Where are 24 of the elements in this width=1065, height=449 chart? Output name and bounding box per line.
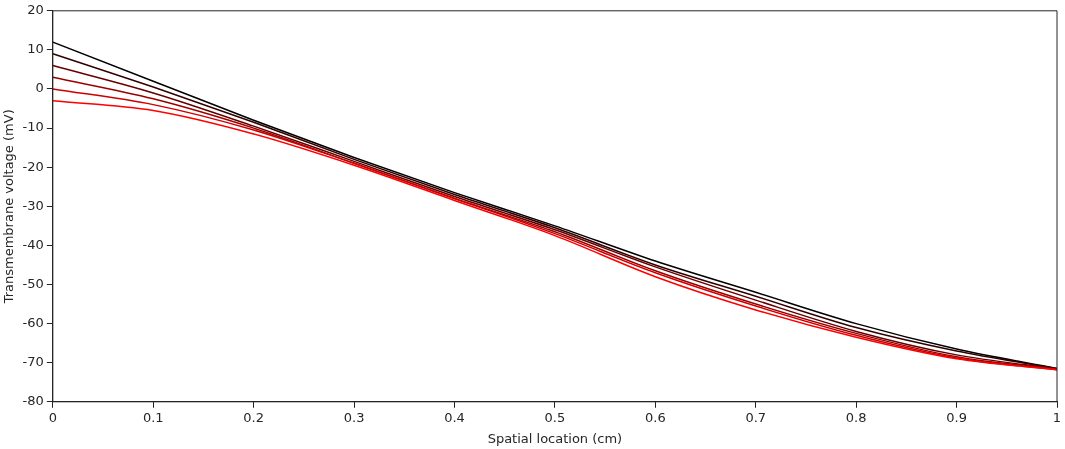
x-tick-label: 0.7 [745, 409, 767, 425]
x-tick-label: 0.1 [142, 409, 164, 425]
x-tick-label: 0.2 [243, 409, 265, 425]
y-tick-label: -60 [22, 314, 44, 330]
x-tick-label: 0.8 [845, 409, 867, 425]
y-tick-label: 20 [27, 2, 44, 18]
x-tick-label: 0.3 [343, 409, 365, 425]
x-tick-label: 0.6 [644, 409, 666, 425]
y-tick-label: 0 [35, 80, 44, 96]
y-tick-label: -70 [22, 354, 44, 370]
y-tick-label: -50 [22, 275, 44, 291]
x-tick-label: 0.4 [444, 409, 465, 425]
x-tick-label: 0 [48, 409, 57, 425]
x-tick-label: 0.9 [946, 409, 967, 425]
y-tick-label: -20 [22, 158, 44, 174]
y-tick-label: -80 [22, 393, 44, 409]
y-axis-title: Transmembrane voltage (mV) [1, 109, 17, 305]
y-tick-label: -40 [22, 236, 44, 252]
x-axis-title: Spatial location (cm) [487, 430, 623, 446]
y-tick-label: -30 [22, 197, 44, 213]
x-tick-label: 0.5 [544, 409, 566, 425]
x-tick-label: 1 [1052, 409, 1062, 425]
y-tick-label: 10 [27, 41, 44, 57]
y-tick-label: -10 [22, 119, 44, 135]
